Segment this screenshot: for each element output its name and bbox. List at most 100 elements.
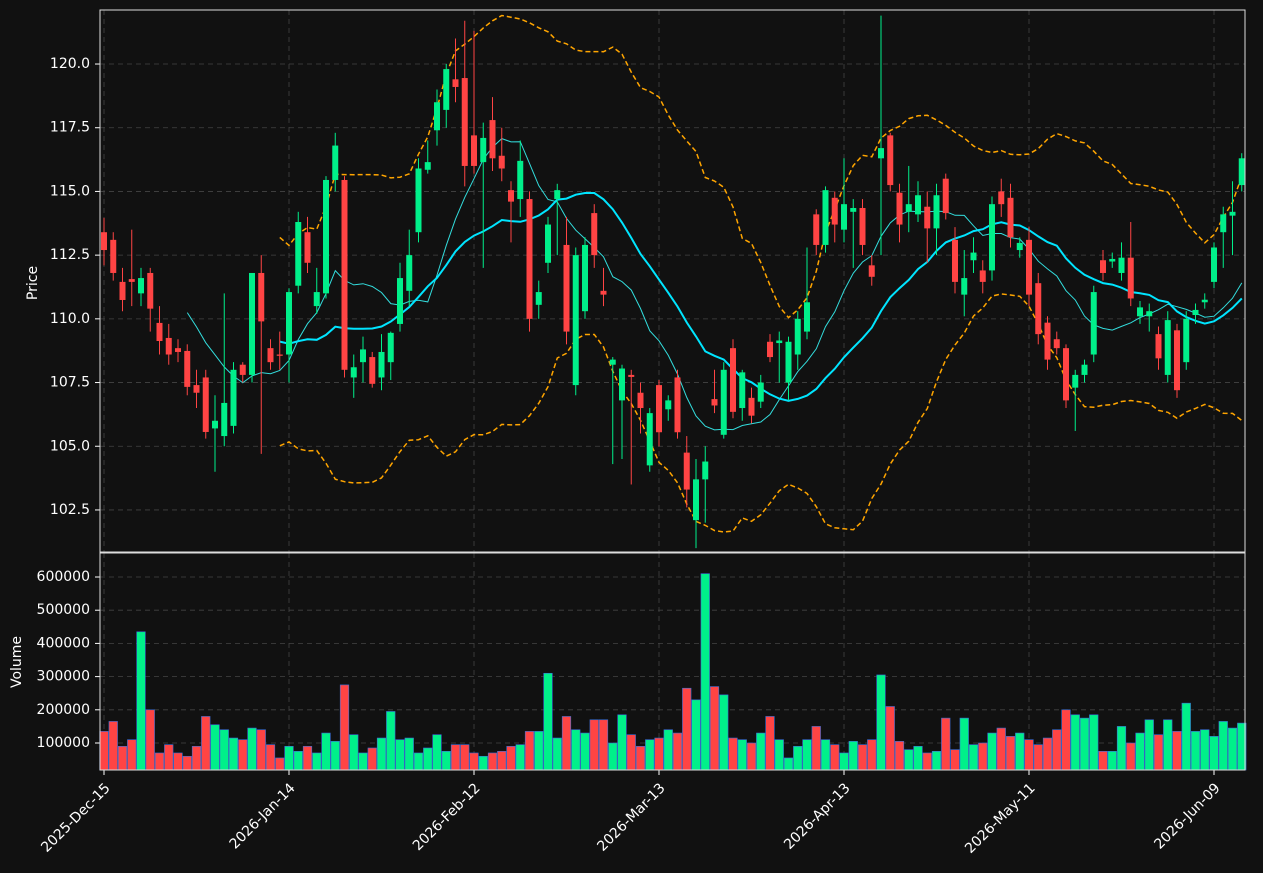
candle-body	[609, 359, 616, 365]
volume-bar	[1144, 719, 1154, 771]
candle-body	[415, 168, 422, 233]
candle-body	[683, 452, 690, 490]
volume-bar	[256, 729, 266, 771]
candle-body	[341, 179, 348, 370]
candle-body	[1238, 158, 1245, 186]
candle-body	[961, 278, 968, 295]
candle-body	[221, 402, 228, 437]
volume-bar	[173, 752, 183, 771]
candle-body	[101, 232, 107, 251]
volume-bar	[413, 752, 424, 771]
volume-bar	[728, 737, 738, 771]
candle-body	[452, 79, 459, 87]
volume-bar	[1107, 751, 1117, 771]
candle-body	[915, 195, 921, 215]
candle-body	[406, 255, 413, 291]
candle-body	[461, 78, 468, 166]
y-tick-label: 115.0	[50, 183, 90, 199]
candle-body	[323, 179, 329, 294]
candle-body	[720, 369, 727, 435]
volume-bar	[700, 573, 710, 771]
volume-bar	[802, 739, 812, 771]
y-tick-label: 117.5	[50, 120, 90, 136]
volume-bar	[228, 737, 239, 771]
volume-bar	[376, 737, 387, 771]
volume-bar	[959, 717, 969, 771]
candle-body	[156, 322, 163, 342]
candle-body	[628, 374, 635, 377]
volume-bar	[395, 739, 405, 771]
candle-body	[1072, 374, 1079, 388]
candle-body	[776, 340, 783, 344]
candle-body	[1164, 320, 1171, 375]
candle-body	[730, 348, 736, 412]
volume-bar	[293, 751, 303, 771]
candle-body	[979, 270, 986, 282]
volume-bar	[987, 732, 997, 771]
candle-body	[591, 213, 598, 256]
candle-body	[711, 399, 718, 406]
candle-body	[674, 377, 681, 433]
volume-bar	[1153, 734, 1164, 771]
volume-bar	[1098, 751, 1108, 771]
volume-bar	[756, 732, 766, 771]
candle-body	[952, 239, 958, 282]
volume-bar	[709, 686, 720, 771]
candle-body	[258, 272, 265, 322]
volume-bar	[1218, 721, 1228, 771]
volume-bar	[941, 717, 951, 771]
candle-body	[1192, 309, 1199, 316]
volume-bar	[284, 746, 294, 771]
volume-bar	[312, 752, 322, 771]
volume-bar	[1181, 702, 1191, 771]
candle-body	[841, 204, 847, 230]
volume-bar	[848, 741, 858, 771]
candle-body	[822, 190, 829, 245]
candle-body	[600, 290, 607, 295]
candle-body	[239, 364, 246, 375]
volume-bar	[191, 746, 202, 771]
candle-body	[138, 278, 144, 294]
volume-bar	[1089, 714, 1099, 771]
candle-body	[434, 102, 440, 131]
price-frame	[99, 9, 1246, 553]
volume-bar	[386, 711, 396, 771]
y-tick-label: 112.5	[50, 247, 90, 263]
candle-body	[267, 348, 274, 363]
candle-body	[110, 239, 117, 273]
candle-body	[1063, 348, 1069, 401]
candle-body	[212, 420, 218, 429]
volume-bar	[867, 739, 877, 771]
volume-bar	[219, 729, 229, 771]
volume-bar	[201, 716, 211, 771]
y-tick-label: 105.0	[50, 438, 90, 454]
candle-body	[887, 135, 894, 186]
candle-body	[619, 368, 625, 401]
candle-body	[535, 292, 542, 305]
volume-bar	[950, 749, 960, 771]
volume-bar	[154, 752, 165, 771]
candle-body	[702, 461, 709, 480]
candle-body	[471, 135, 477, 166]
candle-body	[1155, 334, 1162, 359]
volume-bar	[487, 752, 498, 771]
volume-bar	[978, 742, 988, 771]
moving-average	[186, 138, 1243, 431]
volume-bar	[321, 732, 331, 771]
volume-frame	[99, 552, 1246, 771]
candle-body	[859, 207, 866, 245]
volume-bar	[108, 721, 118, 771]
volume-bar	[876, 674, 886, 771]
candle-body	[276, 354, 283, 356]
volume-bar	[1126, 742, 1136, 771]
volume-bar	[774, 739, 784, 771]
y-tick-label: 102.5	[50, 502, 90, 518]
candle-body	[1035, 283, 1042, 335]
candle-body	[942, 178, 949, 214]
volume-bar	[1042, 737, 1053, 771]
candle-body	[896, 192, 903, 225]
volume-bar	[885, 706, 895, 771]
volume-bar	[99, 731, 109, 771]
volume-bar	[931, 751, 942, 771]
candle-body	[1146, 311, 1153, 317]
